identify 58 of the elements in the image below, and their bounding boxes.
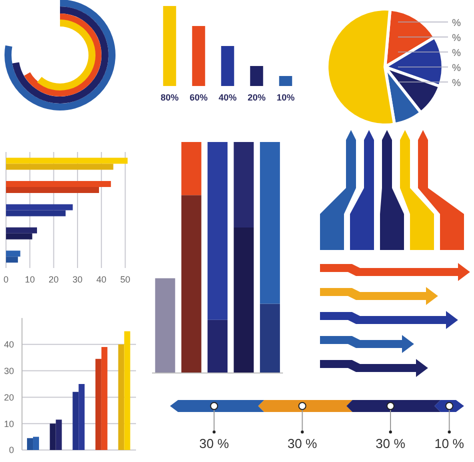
data-label: 30 %	[376, 436, 406, 451]
y-tick-label: 30	[4, 366, 14, 376]
bar	[6, 204, 73, 210]
bar	[250, 66, 264, 86]
text: %	[452, 78, 461, 89]
bar	[56, 420, 62, 450]
bar	[208, 142, 228, 320]
y-tick-label: 40	[4, 340, 14, 350]
text: %	[452, 33, 461, 44]
bar	[6, 158, 128, 164]
y-tick-label: 20	[4, 392, 14, 402]
y-tick-label: 10	[4, 418, 14, 429]
x-tick-label: 20	[48, 274, 59, 284]
bar	[72, 392, 79, 450]
bar	[95, 358, 102, 450]
bar	[50, 424, 56, 450]
data-label: 20%	[248, 92, 266, 102]
bar	[279, 76, 292, 86]
bar	[6, 250, 20, 257]
bar	[234, 142, 254, 228]
x-tick-label: 10	[24, 274, 35, 284]
bar	[260, 304, 280, 373]
bar	[234, 227, 254, 373]
bar	[6, 227, 37, 234]
bar	[260, 142, 280, 304]
bar	[6, 187, 99, 193]
data-label: 10 %	[434, 436, 465, 451]
text: %	[452, 48, 461, 59]
bar	[124, 331, 130, 450]
bar	[155, 278, 176, 373]
bar	[101, 347, 108, 450]
data-label: 30 %	[287, 436, 318, 451]
bar	[6, 164, 114, 170]
bar	[192, 26, 206, 86]
bar	[6, 210, 66, 216]
text: %	[452, 18, 461, 29]
bar	[6, 256, 18, 263]
data-label: 60%	[190, 92, 208, 102]
x-tick-label: 30	[72, 274, 83, 284]
bar	[118, 344, 124, 450]
bar	[181, 195, 202, 373]
x-tick-label: 40	[96, 274, 106, 284]
data-label: 40%	[218, 92, 237, 102]
bar	[6, 181, 111, 187]
data-label: 80%	[160, 92, 179, 102]
data-label: 30 %	[199, 436, 230, 451]
bar	[27, 438, 34, 450]
text: %	[452, 63, 461, 74]
bar	[221, 46, 234, 86]
bar	[163, 6, 176, 86]
bar	[181, 142, 202, 196]
x-tick-label: 50	[120, 274, 130, 284]
bar	[6, 233, 32, 240]
bar	[208, 320, 228, 373]
y-tick-label: 0	[8, 445, 14, 456]
bar	[78, 384, 85, 450]
data-label: 10%	[276, 92, 295, 102]
bar	[33, 436, 40, 450]
